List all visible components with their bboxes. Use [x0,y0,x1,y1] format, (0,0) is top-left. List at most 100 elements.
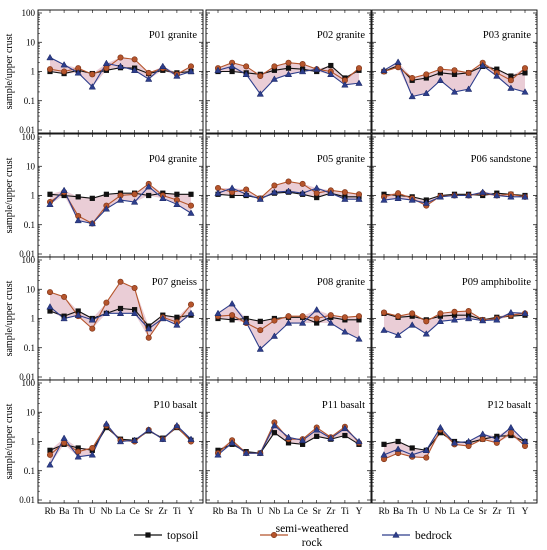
data-point [284,187,293,194]
data-point [437,310,444,317]
data-point [464,191,473,199]
data-point [450,191,459,199]
data-point [74,216,82,224]
data-point [270,75,279,82]
legend-label: topsoil [167,530,198,542]
y-tick-label: 100 [22,378,36,388]
panel-title: P09 amphibolite [462,277,531,288]
x-tick-label: Ce [463,507,474,517]
data-point [270,332,279,339]
data-point [327,319,335,326]
data-point [102,420,111,427]
data-point [355,79,363,86]
panel-title: P07 gneiss [152,277,197,288]
y-tick-label: 100 [22,132,36,142]
data-point [341,81,349,88]
x-tick-label: Ce [129,507,140,517]
envelope-band [50,183,191,224]
data-point [256,195,264,202]
data-point [408,92,416,100]
data-point [131,191,138,198]
y-axis-label: sample/upper crust [4,403,15,479]
x-tick-label: Rb [212,507,223,517]
x-tick-label: Ti [507,507,515,517]
panel-12: Rb Ba Th U Nb La Ce Sr Zr Ti Y P12 basalt [371,379,538,517]
data-point [145,426,153,433]
legend-label: bedrock [415,530,452,542]
data-point [313,315,320,322]
data-point [188,191,194,197]
x-tick-label: Ti [173,507,181,517]
data-point [507,423,515,431]
data-point [117,278,124,285]
data-point [145,324,153,332]
data-point [229,312,236,319]
data-point [409,445,415,451]
data-point [355,335,363,342]
data-point [422,330,430,337]
data-point [327,70,335,77]
data-point [450,88,459,95]
data-point [174,191,180,197]
data-point [313,305,321,313]
data-point [299,180,306,187]
data-point [493,72,501,79]
panel-2: P02 granite [205,9,372,134]
data-point [257,327,264,334]
y-tick-label: 0.1 [24,343,35,353]
x-tick-label: Zr [158,507,168,517]
data-point [102,205,111,212]
data-point [285,178,292,185]
data-point [409,310,416,317]
data-point [159,435,167,442]
data-point [507,84,515,91]
y-tick-label: 10 [26,284,36,294]
y-tick-label: 0.1 [24,96,35,106]
data-point [243,63,250,70]
data-point [380,66,388,73]
panel-9: P09 amphibolite [371,256,538,381]
panel-title: P05 granite [317,154,365,165]
panel-4: 100 10 1 0.1 0.01 P04 granite [19,132,204,259]
data-point [89,444,96,451]
data-point [285,65,292,71]
data-point [256,345,264,352]
data-point [327,312,334,319]
y-tick-label: 10 [26,407,36,417]
data-point [228,300,236,307]
panel-6: P06 sandstone [371,133,538,258]
envelope-band [218,303,359,350]
data-point [60,314,68,322]
data-point [46,461,54,468]
data-point [214,66,222,73]
data-point [313,184,321,191]
panel-10: 100 10 1 0.1 0.01 Rb Ba Th U Nb La Ce Sr Zr Ti Y P10 bas… [19,378,204,517]
data-point [284,70,293,77]
data-point [74,453,82,460]
y-tick-label: 1 [31,67,36,77]
legend-triangle-marker [392,531,400,538]
x-tick-label: Sr [312,507,321,517]
data-point [116,196,125,203]
data-point [507,77,514,84]
data-point [60,61,68,68]
data-point [298,67,307,75]
data-point [341,424,349,432]
data-point [328,62,334,69]
data-point [131,56,138,63]
x-tick-label: U [423,507,430,517]
data-point [298,189,307,196]
data-point [74,69,82,76]
data-point [257,73,264,80]
data-point [159,62,167,69]
data-point [102,59,111,66]
data-point [479,430,487,437]
data-point [270,188,279,195]
data-point [271,182,278,189]
x-tick-label: Ce [297,507,308,517]
data-point [228,439,236,446]
data-point [493,191,501,199]
data-point [298,436,307,443]
data-point [299,61,306,68]
